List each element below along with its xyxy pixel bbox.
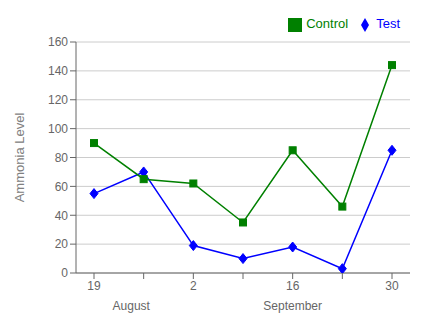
svg-text:140: 140 (48, 64, 68, 78)
svg-text:2: 2 (190, 279, 197, 293)
svg-text:0: 0 (61, 266, 68, 280)
html-text:Test: Test (376, 16, 400, 31)
html-text:September: September (263, 299, 322, 313)
svg-text:80: 80 (55, 151, 69, 165)
svg-text:160: 160 (48, 35, 68, 49)
svg-text:19: 19 (87, 279, 101, 293)
html-text:Control: Control (306, 16, 349, 31)
svg-text:20: 20 (55, 237, 69, 251)
svg-text:60: 60 (55, 180, 69, 194)
svg-text:16: 16 (286, 279, 300, 293)
svg-text:120: 120 (48, 93, 68, 107)
html-text:August: August (112, 299, 150, 313)
svg-text:40: 40 (55, 209, 69, 223)
svg-text:100: 100 (48, 122, 68, 136)
svg-text:30: 30 (385, 279, 399, 293)
svg-text:Ammonia Level: Ammonia Level (12, 113, 27, 203)
